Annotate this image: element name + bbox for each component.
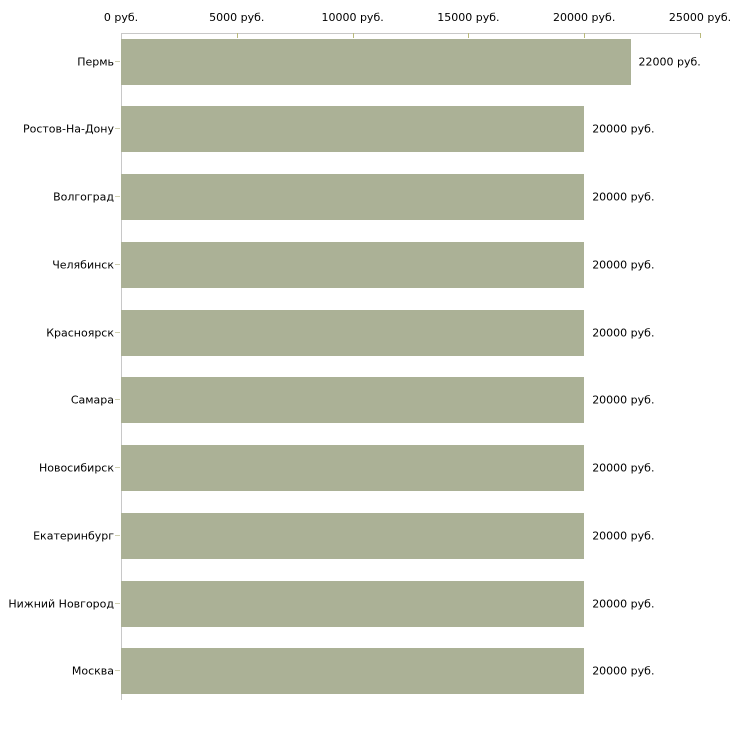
x-axis-line (121, 33, 701, 34)
category-label: Москва (71, 664, 114, 678)
x-tick-label: 10000 руб. (321, 11, 384, 24)
bar (121, 580, 585, 627)
x-tick-mark (468, 33, 469, 38)
value-label: 20000 руб. (592, 529, 655, 543)
bar (121, 241, 585, 288)
chart-row: Новосибирск 20000 руб. (0, 445, 730, 491)
y-tick-mark (115, 60, 120, 62)
y-tick-mark (115, 602, 120, 604)
bar (121, 377, 585, 424)
value-label: 20000 руб. (592, 258, 655, 272)
chart-row: Екатеринбург 20000 руб. (0, 512, 730, 559)
category-label: Екатеринбург (33, 529, 114, 543)
value-label: 20000 руб. (592, 122, 655, 136)
x-tick-label: 20000 руб. (553, 11, 616, 24)
chart-row: Самара 20000 руб. (0, 377, 730, 424)
bar (121, 512, 585, 559)
value-label: 20000 руб. (592, 597, 655, 610)
bar (121, 38, 631, 85)
y-tick-mark (115, 331, 120, 333)
chart-row: Ростов-На-Дону 20000 руб. (0, 106, 730, 153)
y-tick-mark (115, 196, 120, 197)
category-label: Челябинск (52, 258, 114, 272)
category-label: Новосибирск (38, 461, 114, 475)
x-tick-mark (584, 33, 585, 38)
value-label: 20000 руб. (592, 393, 655, 407)
y-tick-mark (115, 467, 120, 468)
y-tick-mark (115, 399, 120, 401)
value-label: 20000 руб. (592, 326, 655, 339)
bar (121, 309, 585, 356)
category-label: Волгоград (53, 190, 114, 204)
value-label: 20000 руб. (592, 190, 655, 204)
category-label: Пермь (77, 55, 114, 68)
x-tick-label: 25000 руб. (668, 11, 730, 24)
x-tick-mark (237, 33, 238, 38)
value-label: 20000 руб. (592, 664, 655, 678)
y-tick-mark (115, 263, 120, 265)
chart-row: Челябинск 20000 руб. (0, 241, 730, 288)
x-tick-mark (700, 33, 701, 38)
y-tick-mark (115, 534, 120, 536)
x-tick-label: 0 руб. (103, 11, 139, 24)
category-label: Самара (70, 393, 114, 407)
chart-row: Красноярск 20000 руб. (0, 309, 730, 356)
x-tick-mark (353, 33, 354, 38)
bar (121, 445, 585, 491)
chart-row: Пермь 22000 руб. (0, 38, 730, 85)
chart-row: Нижний Новгород 20000 руб. (0, 580, 730, 627)
value-label: 22000 руб. (638, 55, 701, 68)
bar (121, 648, 585, 695)
y-tick-mark (115, 128, 120, 130)
y-axis-line (121, 33, 122, 700)
category-label: Ростов-На-Дону (22, 122, 114, 136)
x-tick-label: 15000 руб. (437, 11, 500, 24)
chart-row: Москва 20000 руб. (0, 648, 730, 695)
category-label: Красноярск (46, 326, 114, 339)
category-label: Нижний Новгород (8, 597, 114, 610)
x-tick-label: 5000 руб. (209, 11, 265, 24)
bar (121, 106, 585, 153)
chart-row: Волгоград 20000 руб. (0, 174, 730, 220)
y-tick-mark (115, 670, 120, 672)
bar (121, 174, 585, 220)
value-label: 20000 руб. (592, 461, 655, 475)
